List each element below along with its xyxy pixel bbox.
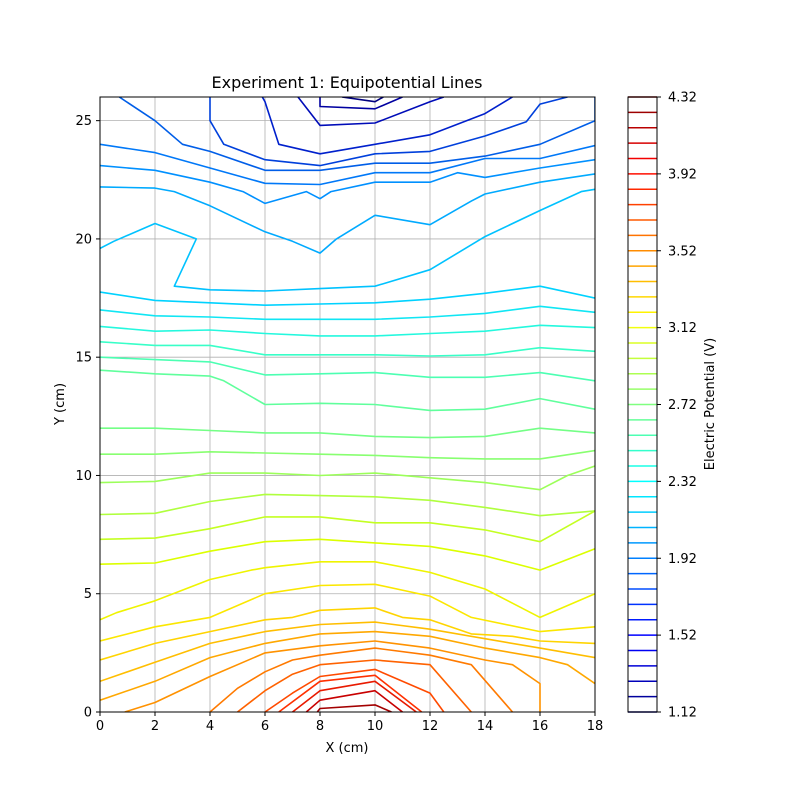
x-tick-label: 0 — [96, 719, 104, 734]
colorbar-tick-label: 3.12 — [668, 321, 697, 336]
colorbar-tick-label: 2.72 — [668, 398, 697, 413]
contour-line — [264, 668, 445, 712]
contour-line — [100, 143, 595, 186]
x-tick-label: 8 — [316, 719, 324, 734]
y-axis-title: Y (cm) — [53, 383, 68, 426]
contour-line — [305, 689, 403, 712]
x-tick-label: 14 — [477, 719, 494, 734]
x-tick-label: 18 — [587, 719, 604, 734]
contour-line — [100, 305, 595, 321]
contour-line — [237, 659, 472, 712]
colorbar: 1.12 1.52 1.92 2.32 2.72 3.12 3.52 3.92 4.32 — [627, 91, 697, 721]
x-tick-label: 16 — [532, 719, 549, 734]
chart-title: Experiment 1: Equipotential Lines — [212, 73, 483, 92]
contour-line — [100, 465, 595, 491]
contour-line — [100, 341, 595, 357]
contour-line — [292, 680, 417, 712]
x-tick-label: 10 — [367, 719, 384, 734]
colorbar-tick-label: 2.32 — [668, 475, 697, 490]
contour-line — [100, 356, 595, 382]
contour-line — [100, 173, 595, 254]
contour-line — [100, 630, 595, 701]
contour-line — [209, 97, 568, 167]
colorbar-label: Electric Potential (V) — [703, 338, 718, 470]
contour-line — [278, 674, 423, 712]
contour-line — [100, 188, 595, 292]
contour-line — [100, 285, 595, 306]
y-tick-label: 0 — [84, 706, 92, 721]
contour-line — [124, 640, 541, 712]
colorbar-tick-label: 3.52 — [668, 244, 697, 259]
contour-line — [100, 493, 595, 517]
colorbar-tick-label: 1.52 — [668, 629, 697, 644]
x-tick-label: 12 — [422, 719, 439, 734]
contour-line — [341, 97, 384, 103]
contour-lines — [100, 97, 595, 712]
contour-line — [297, 97, 445, 127]
contour-line — [118, 97, 595, 172]
plot-area: 0 2 4 6 8 10 12 14 16 18 0 5 10 15 20 25 — [75, 96, 604, 734]
contour-line — [100, 324, 595, 337]
colorbar-tick-label: 1.12 — [668, 706, 697, 721]
contour-line — [100, 449, 595, 460]
y-tick-label: 20 — [75, 232, 92, 247]
contour-line — [100, 427, 595, 439]
colorbar-tick-label: 4.32 — [668, 91, 697, 106]
contour-line — [100, 369, 595, 412]
contour-line — [100, 583, 595, 642]
x-tick-label: 2 — [151, 719, 159, 734]
y-tick-label: 25 — [75, 114, 92, 129]
contour-line — [261, 97, 513, 155]
contour-line — [100, 561, 595, 621]
x-tick-label: 4 — [206, 719, 214, 734]
plot-frame — [99, 96, 596, 713]
contour-line — [316, 704, 392, 712]
contour-line — [100, 538, 595, 571]
y-tick-label: 15 — [75, 351, 92, 366]
contour-line — [100, 607, 595, 661]
contour-line — [100, 621, 595, 683]
x-axis-title: X (cm) — [326, 741, 369, 756]
contour-line — [319, 97, 403, 110]
contour-line — [100, 158, 595, 205]
y-tick-label: 5 — [84, 587, 92, 602]
contour-line — [100, 510, 595, 543]
colorbar-tick-label: 1.92 — [668, 552, 697, 567]
colorbar-tick-label: 3.92 — [668, 167, 697, 182]
contour-line — [209, 647, 514, 712]
y-tick-label: 10 — [75, 469, 92, 484]
x-tick-label: 6 — [261, 719, 269, 734]
